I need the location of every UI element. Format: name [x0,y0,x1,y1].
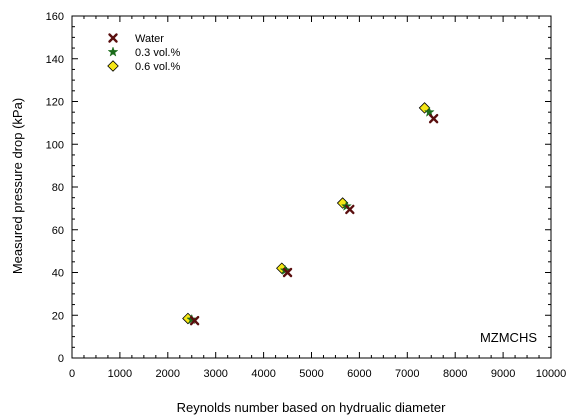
marker-stroke [108,33,118,43]
chart-annotation: MZMCHS [480,330,537,345]
y-axis-label: Measured pressure drop (kPa) [10,98,25,274]
y-tick-label: 40 [52,268,64,280]
y-tick-label: 120 [46,97,64,109]
marker-stroke [189,315,200,326]
x-tick-label: 10000 [536,368,566,380]
ticks: 0 1000 2000 3000 4000 5000 6000 7000 8000 9000 100… [46,11,566,380]
y-tick-label: 80 [52,182,64,194]
data-point [428,113,439,124]
marker-stroke [345,204,355,215]
data-point [423,106,435,117]
data-points [182,102,439,326]
x-tick-label: 8000 [443,368,467,380]
data-point [282,267,293,278]
x-tick-label: 9000 [491,368,515,380]
x-tick-label: 7000 [395,368,419,380]
marker-stroke [428,113,439,124]
legend-marker [107,46,119,57]
x-tick-label: 5000 [299,368,323,380]
y-tick-label: 60 [52,225,64,237]
legend-marker [108,33,118,43]
y-tick-label: 20 [52,310,64,322]
x-tick-label: 3000 [203,368,227,380]
data-point [189,315,200,326]
y-tick-label: 100 [46,139,64,151]
y-tick-label: 0 [58,353,64,365]
x-axis-label: Reynolds number based on hydrualic diame… [177,400,446,415]
data-point [345,204,355,215]
legend-label: 0.3 vol.% [135,47,180,59]
x-tick-label: 4000 [251,368,275,380]
x-tick-label: 2000 [156,368,180,380]
legend-label: Water [135,33,164,45]
marker-stroke [282,267,293,278]
x-tick-label: 0 [69,368,75,380]
legend: Water 0.3 vol.% 0.6 vol.% [107,33,180,73]
x-tick-label: 6000 [347,368,371,380]
legend-label: 0.6 vol.% [135,61,180,73]
y-tick-label: 160 [46,11,64,23]
y-tick-label: 140 [46,54,64,66]
x-tick-label: 1000 [108,368,132,380]
legend-marker [107,60,119,72]
